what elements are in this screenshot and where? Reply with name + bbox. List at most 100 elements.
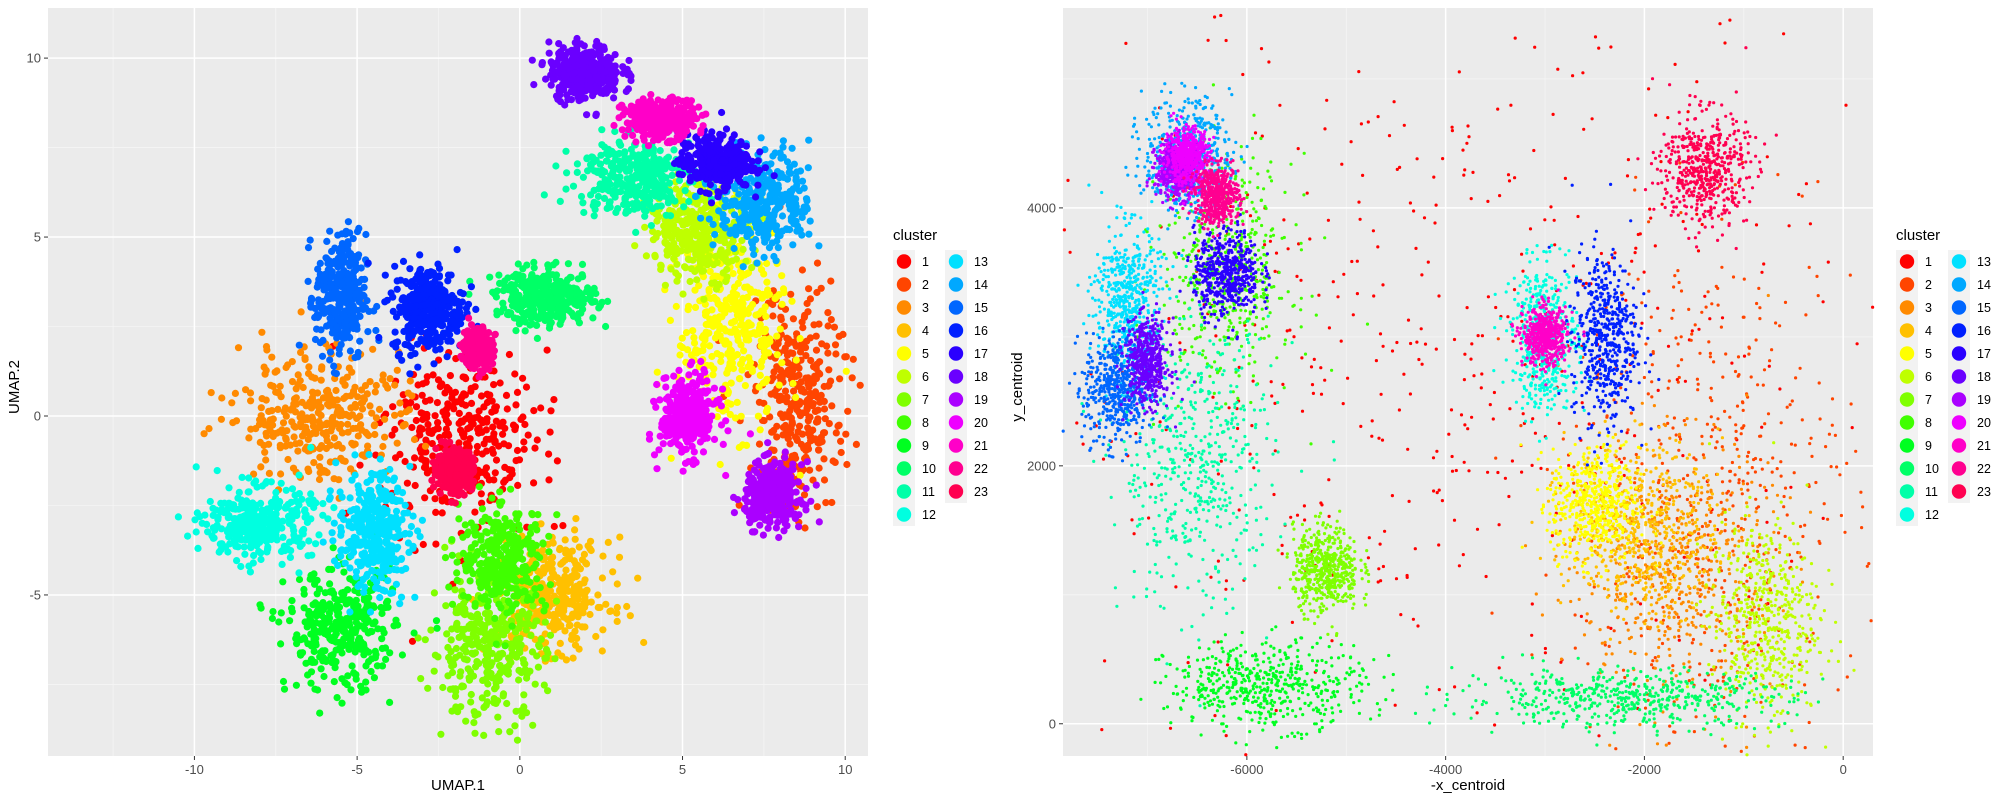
point (783, 393, 791, 401)
point (686, 277, 694, 286)
point (634, 574, 642, 582)
point (378, 662, 387, 670)
point (353, 228, 362, 236)
point (387, 589, 395, 598)
point (727, 229, 735, 237)
point (366, 608, 375, 616)
point (390, 474, 398, 482)
point (332, 386, 340, 395)
point (571, 627, 579, 635)
point (331, 622, 339, 630)
point (517, 415, 525, 423)
point (348, 662, 356, 670)
point (481, 610, 489, 618)
point (787, 414, 796, 422)
point (766, 338, 774, 346)
point (803, 299, 811, 308)
point (489, 288, 497, 296)
point (453, 569, 461, 577)
point (257, 404, 265, 412)
point (290, 395, 299, 403)
point (795, 400, 804, 409)
point (329, 651, 337, 659)
point (337, 552, 345, 560)
point (434, 419, 442, 427)
point (482, 565, 490, 573)
point (184, 532, 192, 540)
point (389, 403, 397, 411)
point (305, 497, 313, 505)
point (492, 417, 500, 425)
point (241, 511, 249, 520)
point (480, 550, 488, 559)
point (830, 323, 839, 331)
point (523, 296, 531, 304)
point (453, 558, 461, 566)
point (228, 399, 236, 407)
point (806, 217, 814, 225)
point (848, 374, 856, 382)
point (347, 404, 355, 412)
point (545, 548, 553, 556)
point (471, 620, 479, 628)
point (483, 668, 491, 677)
point (816, 370, 824, 378)
point (663, 229, 671, 237)
point (773, 205, 781, 213)
point (703, 261, 711, 269)
point (320, 672, 328, 681)
point (707, 294, 715, 302)
point (471, 602, 479, 610)
point (464, 593, 472, 601)
point (745, 354, 753, 362)
point (527, 632, 535, 640)
point (545, 476, 553, 484)
point (438, 380, 446, 388)
point (336, 646, 344, 654)
point (240, 500, 248, 508)
point (409, 512, 417, 520)
point (475, 407, 483, 415)
point (573, 593, 581, 601)
point (478, 450, 486, 458)
point (247, 397, 255, 405)
point (559, 558, 567, 566)
point (326, 487, 334, 495)
point (365, 648, 373, 656)
point (371, 388, 379, 396)
point (344, 420, 352, 428)
point (684, 255, 693, 263)
point (471, 414, 479, 422)
point (496, 588, 504, 596)
point (806, 334, 815, 342)
point (408, 423, 416, 432)
point (482, 650, 490, 658)
point (354, 393, 362, 401)
point (419, 415, 427, 424)
point (452, 623, 460, 631)
point (483, 418, 491, 426)
point (210, 534, 218, 542)
point (515, 301, 523, 309)
point (709, 220, 717, 229)
point (265, 407, 273, 415)
point (508, 645, 516, 653)
point (489, 423, 497, 431)
point (477, 416, 485, 424)
point (290, 433, 298, 441)
point (778, 272, 786, 280)
point (383, 538, 391, 546)
point (804, 308, 812, 316)
point (305, 467, 313, 476)
point (232, 542, 240, 550)
point (530, 564, 538, 572)
point (593, 168, 602, 176)
point (804, 164, 812, 172)
point (262, 366, 270, 374)
point (546, 631, 555, 639)
point (345, 596, 353, 604)
point (756, 426, 764, 434)
point (351, 451, 359, 459)
point (319, 511, 327, 519)
point (447, 657, 455, 665)
